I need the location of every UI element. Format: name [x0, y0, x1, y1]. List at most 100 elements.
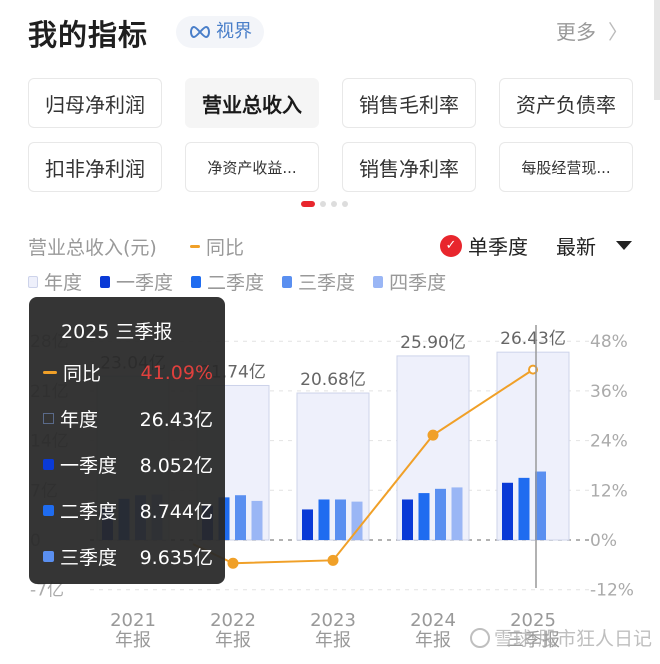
metric-tab-gross-margin[interactable]: 销售毛利率 — [342, 78, 476, 128]
tooltip-row-yoy: 同比 41.09% — [43, 359, 213, 386]
legend-item-q1[interactable]: 一季度 — [100, 268, 173, 295]
swatch-icon — [282, 275, 293, 288]
tooltip-row-q1: 一季度 8.052亿 — [43, 451, 213, 478]
metric-tab-deducted-net-profit[interactable]: 扣非净利润 — [28, 142, 162, 192]
y-tick-right: 36% — [590, 382, 628, 402]
tooltip-value: 9.635亿 — [139, 547, 213, 569]
metric-tab-net-margin[interactable]: 销售净利率 — [342, 142, 476, 192]
swatch-icon — [191, 275, 202, 288]
xueqiu-logo-icon — [470, 627, 490, 648]
quarter-bar[interactable] — [318, 499, 330, 540]
tooltip-row-annual: 年度 26.43亿 — [43, 405, 213, 432]
quarter-bar[interactable] — [235, 495, 246, 540]
x-tick-label: 2025 — [510, 610, 556, 631]
metric-tab-roe[interactable]: 净资产收益... — [185, 142, 319, 192]
y-tick-right: 0% — [590, 531, 617, 551]
metric-tab-total-revenue[interactable]: 营业总收入 — [185, 78, 319, 128]
section-title: 我的指标 — [28, 18, 149, 52]
horizon-chip-label: 视界 — [216, 21, 252, 42]
horizon-chip[interactable]: 视界 — [176, 16, 264, 48]
y-tick-left: -7亿 — [30, 581, 64, 601]
x-tick-label: 2022 — [210, 610, 256, 631]
legend-item-q3[interactable]: 三季度 — [282, 268, 355, 295]
yoy-label: 同比 — [206, 237, 245, 259]
x-tick-label: 年报 — [115, 630, 151, 651]
x-tick-label: 2024 — [410, 610, 456, 631]
page-dot-1[interactable] — [301, 201, 315, 207]
chart-legend: 年度 一季度 二季度 三季度 四季度 — [28, 268, 446, 295]
watermark: 雪球·股市狂人日记 — [470, 624, 652, 651]
tooltip-row-q3: 三季度 9.635亿 — [43, 543, 213, 570]
tooltip-value: 26.43亿 — [139, 409, 213, 431]
quarter-bar[interactable] — [435, 488, 446, 540]
swatch-icon — [100, 275, 111, 288]
annual-bar-label: 20.68亿 — [300, 370, 366, 390]
metric-tab-debt-ratio[interactable]: 资产负债率 — [499, 78, 633, 128]
legend-label: 四季度 — [389, 272, 447, 294]
legend-label: 年度 — [44, 272, 83, 294]
chart-controls: ✓ 单季度 最新 — [440, 231, 632, 260]
legend-item-q4[interactable]: 四季度 — [373, 268, 446, 295]
x-tick-label: 年报 — [315, 630, 351, 651]
quarter-bar[interactable] — [535, 471, 546, 540]
page-dot-4[interactable] — [342, 201, 348, 207]
yoy-point[interactable] — [427, 429, 439, 441]
chart-tooltip: 2025 三季报 同比 41.09% 年度 26.43亿 一季度 8.052亿 … — [29, 297, 225, 584]
page-scrollbar[interactable] — [654, 0, 660, 100]
annual-bar-label: 26.43亿 — [500, 329, 566, 349]
swatch-icon — [43, 459, 54, 470]
quarter-bar[interactable] — [302, 509, 313, 540]
quarter-bar[interactable] — [251, 500, 263, 540]
x-tick-label: 三季报 — [506, 630, 560, 651]
quarter-bar[interactable] — [335, 499, 346, 540]
chart-metric-label: 营业总收入(元) — [28, 237, 157, 259]
yoy-point[interactable] — [528, 364, 538, 375]
yoy-point[interactable] — [227, 557, 239, 569]
y-tick-right: 12% — [590, 481, 628, 501]
legend-item-annual[interactable]: 年度 — [28, 268, 82, 295]
page-dot-3[interactable] — [331, 201, 337, 207]
y-tick-right: 48% — [590, 332, 628, 352]
quarter-bar[interactable] — [502, 482, 513, 540]
x-tick-label: 年报 — [415, 630, 451, 651]
y-tick-right: -12% — [590, 581, 634, 601]
page-dot-2[interactable] — [320, 201, 326, 207]
chart-header: 营业总收入(元) 同比 ✓ 单季度 最新 — [28, 233, 638, 261]
chevron-right-icon: 〉 — [608, 20, 628, 44]
yoy-point[interactable] — [327, 554, 339, 566]
quarter-bar[interactable] — [518, 477, 530, 540]
x-tick-label: 2023 — [310, 610, 356, 631]
swatch-icon — [28, 275, 38, 288]
legend-item-q2[interactable]: 二季度 — [191, 268, 264, 295]
yoy-legend: 同比 — [190, 233, 244, 260]
y-tick-right: 24% — [590, 432, 628, 452]
tooltip-title: 2025 三季报 — [61, 321, 173, 343]
tooltip-value: 8.744亿 — [139, 501, 213, 523]
dropdown-triangle-icon[interactable] — [616, 241, 632, 250]
quarter-bar[interactable] — [418, 493, 430, 540]
checkmark-icon[interactable]: ✓ — [440, 234, 462, 257]
swatch-icon — [43, 551, 54, 562]
quarter-bar[interactable] — [351, 501, 363, 540]
more-link[interactable]: 更多〉 — [556, 16, 628, 45]
metric-tabs: 归母净利润 营业总收入 销售毛利率 资产负债率 扣非净利润 净资产收益... 销… — [28, 78, 634, 192]
single-quarter-toggle[interactable]: 单季度 — [468, 235, 528, 259]
tooltip-label: 年度 — [60, 409, 99, 431]
x-tick-label: 2021 — [110, 610, 156, 631]
metric-tab-attributable-net-profit[interactable]: 归母净利润 — [28, 78, 162, 128]
line-swatch-icon — [190, 245, 200, 248]
legend-label: 三季度 — [298, 272, 356, 294]
sort-select[interactable]: 最新 — [556, 235, 596, 259]
line-swatch-icon — [43, 371, 57, 374]
tooltip-label: 同比 — [63, 363, 102, 385]
swatch-icon — [373, 275, 384, 288]
metric-tab-operating-cashflow-per-share[interactable]: 每股经营现... — [499, 142, 633, 192]
annual-bar-label: 25.90亿 — [400, 333, 466, 353]
quarter-bar[interactable] — [402, 499, 413, 540]
infinity-icon — [190, 25, 210, 39]
x-tick-label: 年报 — [215, 630, 251, 651]
tooltip-value: 8.052亿 — [139, 455, 213, 477]
quarter-bar[interactable] — [451, 487, 463, 540]
tooltip-label: 一季度 — [60, 455, 118, 477]
legend-label: 二季度 — [207, 272, 265, 294]
